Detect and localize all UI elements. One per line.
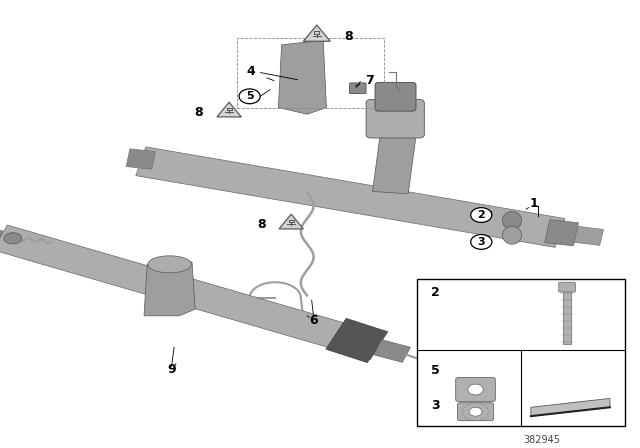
Ellipse shape: [437, 362, 452, 372]
FancyBboxPatch shape: [456, 377, 495, 401]
Polygon shape: [0, 225, 385, 360]
Text: 8: 8: [257, 218, 266, 232]
Text: 4: 4: [246, 65, 255, 78]
Text: 5: 5: [431, 364, 440, 377]
Polygon shape: [531, 398, 610, 416]
Polygon shape: [545, 220, 579, 246]
Ellipse shape: [502, 226, 522, 244]
Polygon shape: [574, 226, 604, 246]
FancyBboxPatch shape: [559, 282, 575, 292]
Bar: [563, 291, 571, 344]
Text: 3: 3: [477, 237, 485, 247]
Ellipse shape: [148, 256, 191, 273]
Polygon shape: [126, 149, 156, 169]
Polygon shape: [374, 340, 410, 362]
Text: 2: 2: [431, 286, 440, 299]
Circle shape: [239, 89, 260, 104]
Polygon shape: [326, 318, 388, 363]
FancyBboxPatch shape: [366, 99, 424, 138]
Text: 3: 3: [431, 399, 440, 412]
Circle shape: [471, 208, 492, 223]
Polygon shape: [144, 262, 195, 316]
FancyBboxPatch shape: [458, 403, 493, 421]
Text: 8: 8: [344, 30, 353, 43]
Polygon shape: [136, 147, 565, 247]
Polygon shape: [279, 214, 303, 229]
Polygon shape: [217, 102, 241, 117]
FancyBboxPatch shape: [349, 83, 366, 94]
Polygon shape: [372, 120, 418, 194]
Polygon shape: [452, 366, 460, 373]
FancyBboxPatch shape: [375, 82, 416, 111]
Text: 9: 9: [167, 363, 176, 376]
Text: 2: 2: [477, 210, 485, 220]
Text: 7: 7: [365, 74, 374, 87]
Ellipse shape: [4, 233, 22, 244]
Bar: [237, 38, 384, 108]
Polygon shape: [278, 40, 326, 114]
Ellipse shape: [502, 211, 522, 229]
Text: 6: 6: [309, 314, 318, 327]
Bar: [417, 279, 625, 426]
Text: 5: 5: [246, 91, 253, 101]
Circle shape: [469, 407, 482, 416]
Text: 8: 8: [194, 105, 203, 119]
Polygon shape: [0, 224, 3, 244]
Circle shape: [468, 384, 483, 395]
Circle shape: [471, 235, 492, 249]
Text: 1: 1: [530, 197, 539, 211]
Polygon shape: [303, 25, 330, 41]
Text: 382945: 382945: [524, 435, 561, 444]
